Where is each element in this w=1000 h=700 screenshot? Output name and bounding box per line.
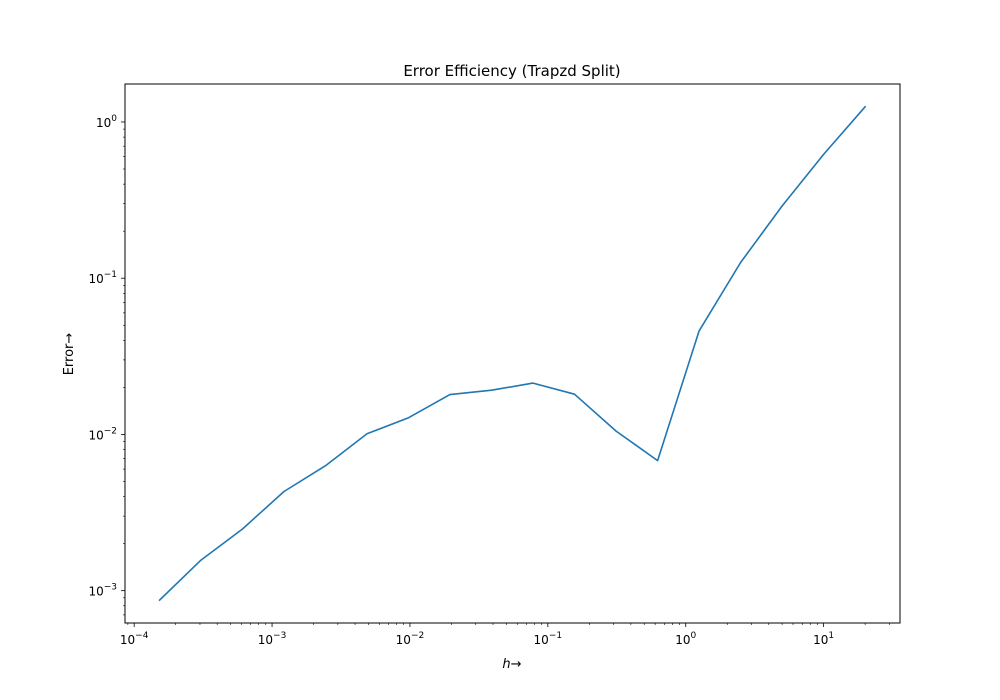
axes-frame [124,83,901,624]
y-tick-label: 10−2 [88,426,117,442]
x-tick-label: 10−2 [396,631,425,647]
y-tick-label: 10−3 [88,583,117,599]
y-axis-ticks: 10−3 10−2 10−1 100 [88,114,125,616]
plot-area [158,105,867,602]
x-axis-label: h→ [502,657,521,672]
x-tick-label: 10−4 [120,631,149,647]
x-tick-label: 100 [675,631,696,647]
x-axis-ticks: 10−4 10−3 10−2 10−1 100 101 [120,623,890,647]
y-tick-label: 100 [96,114,117,130]
y-tick-label: 10−1 [88,270,117,286]
series-line-0 [158,105,867,602]
x-tick-label: 10−1 [534,631,563,647]
x-tick-label: 10−3 [258,631,287,647]
chart-title: Error Efficiency (Trapzd Split) [403,62,620,80]
y-axis-label: Error→ [62,333,77,376]
x-tick-label: 101 [813,631,834,647]
